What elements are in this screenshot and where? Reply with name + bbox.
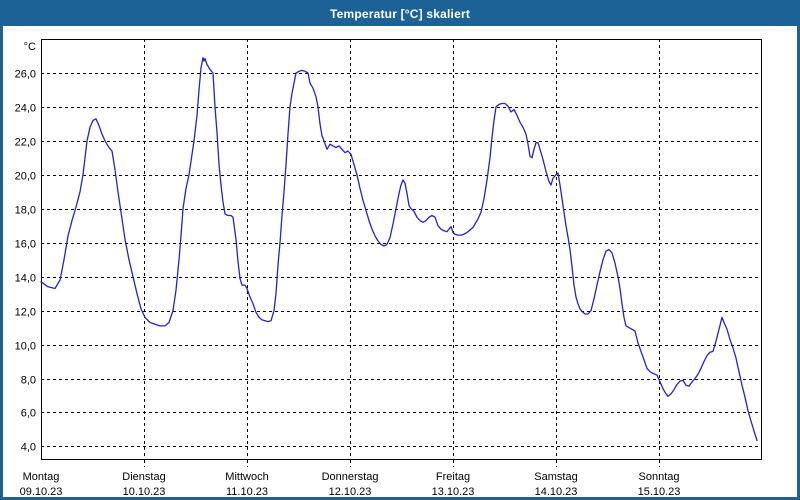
window-title: Temperatur [°C] skaliert (329, 7, 471, 21)
day-date-label: 11.10.23 (226, 486, 268, 497)
day-date-label: 15.10.23 (638, 486, 681, 497)
day-date-label: 14.10.23 (535, 486, 578, 497)
x-day-label: Freitag 13.10.23 (432, 471, 475, 497)
day-name-label: Montag (23, 471, 60, 483)
x-day-label: Samstag 14.10.23 (534, 471, 577, 497)
day-name-label: Dienstag (122, 471, 165, 483)
title-bar: Temperatur [°C] skaliert (3, 3, 797, 26)
gridlines (41, 39, 762, 467)
y-axis-labels: 26,0 24,0 22,0 20,0 18,0 16,0 14,0 12,0 10,0 8,0 6… (15, 69, 36, 454)
y-tick-label: 12,0 (15, 307, 36, 319)
x-day-label: Donnerstag 12.10.23 (322, 471, 379, 497)
day-date-label: 12.10.23 (329, 486, 372, 497)
y-tick-label: 16,0 (15, 239, 36, 251)
x-day-label: Montag 09.10.23 (20, 471, 63, 497)
y-tick-label: 8,0 (21, 375, 36, 387)
chart-area: 26,0 24,0 22,0 20,0 18,0 16,0 14,0 12,0 10,0 8,0 6… (3, 26, 797, 497)
temperature-curve (40, 57, 758, 442)
x-day-label: Mittwoch 11.10.23 (225, 471, 268, 497)
y-tick-label: 14,0 (15, 273, 36, 285)
x-day-label: Sonntag 15.10.23 (638, 471, 681, 497)
day-date-label: 10.10.23 (123, 486, 166, 497)
day-name-label: Samstag (534, 471, 577, 483)
plot-border (41, 39, 762, 460)
y-tick-label: 6,0 (21, 408, 36, 420)
y-tick-label: 22,0 (15, 137, 36, 149)
x-day-label: Dienstag 10.10.23 (122, 471, 165, 497)
day-name-label: Mittwoch (225, 471, 268, 483)
y-tick-label: 26,0 (15, 69, 36, 81)
y-tick-label: 4,0 (21, 442, 36, 454)
y-unit-label: °C (24, 41, 36, 53)
y-tick-label: 24,0 (15, 103, 36, 115)
day-name-label: Sonntag (639, 471, 680, 483)
day-date-label: 09.10.23 (20, 486, 63, 497)
day-date-label: 13.10.23 (432, 486, 475, 497)
y-tick-label: 18,0 (15, 205, 36, 217)
temperature-chart: 26,0 24,0 22,0 20,0 18,0 16,0 14,0 12,0 10,0 8,0 6… (15, 39, 762, 497)
y-tick-label: 10,0 (15, 341, 36, 353)
day-name-label: Freitag (436, 471, 470, 483)
day-name-label: Donnerstag (322, 471, 379, 483)
y-tick-label: 20,0 (15, 171, 36, 183)
x-axis-labels: Montag 09.10.23 Dienstag 10.10.23 Mittwoch 11… (20, 471, 681, 497)
